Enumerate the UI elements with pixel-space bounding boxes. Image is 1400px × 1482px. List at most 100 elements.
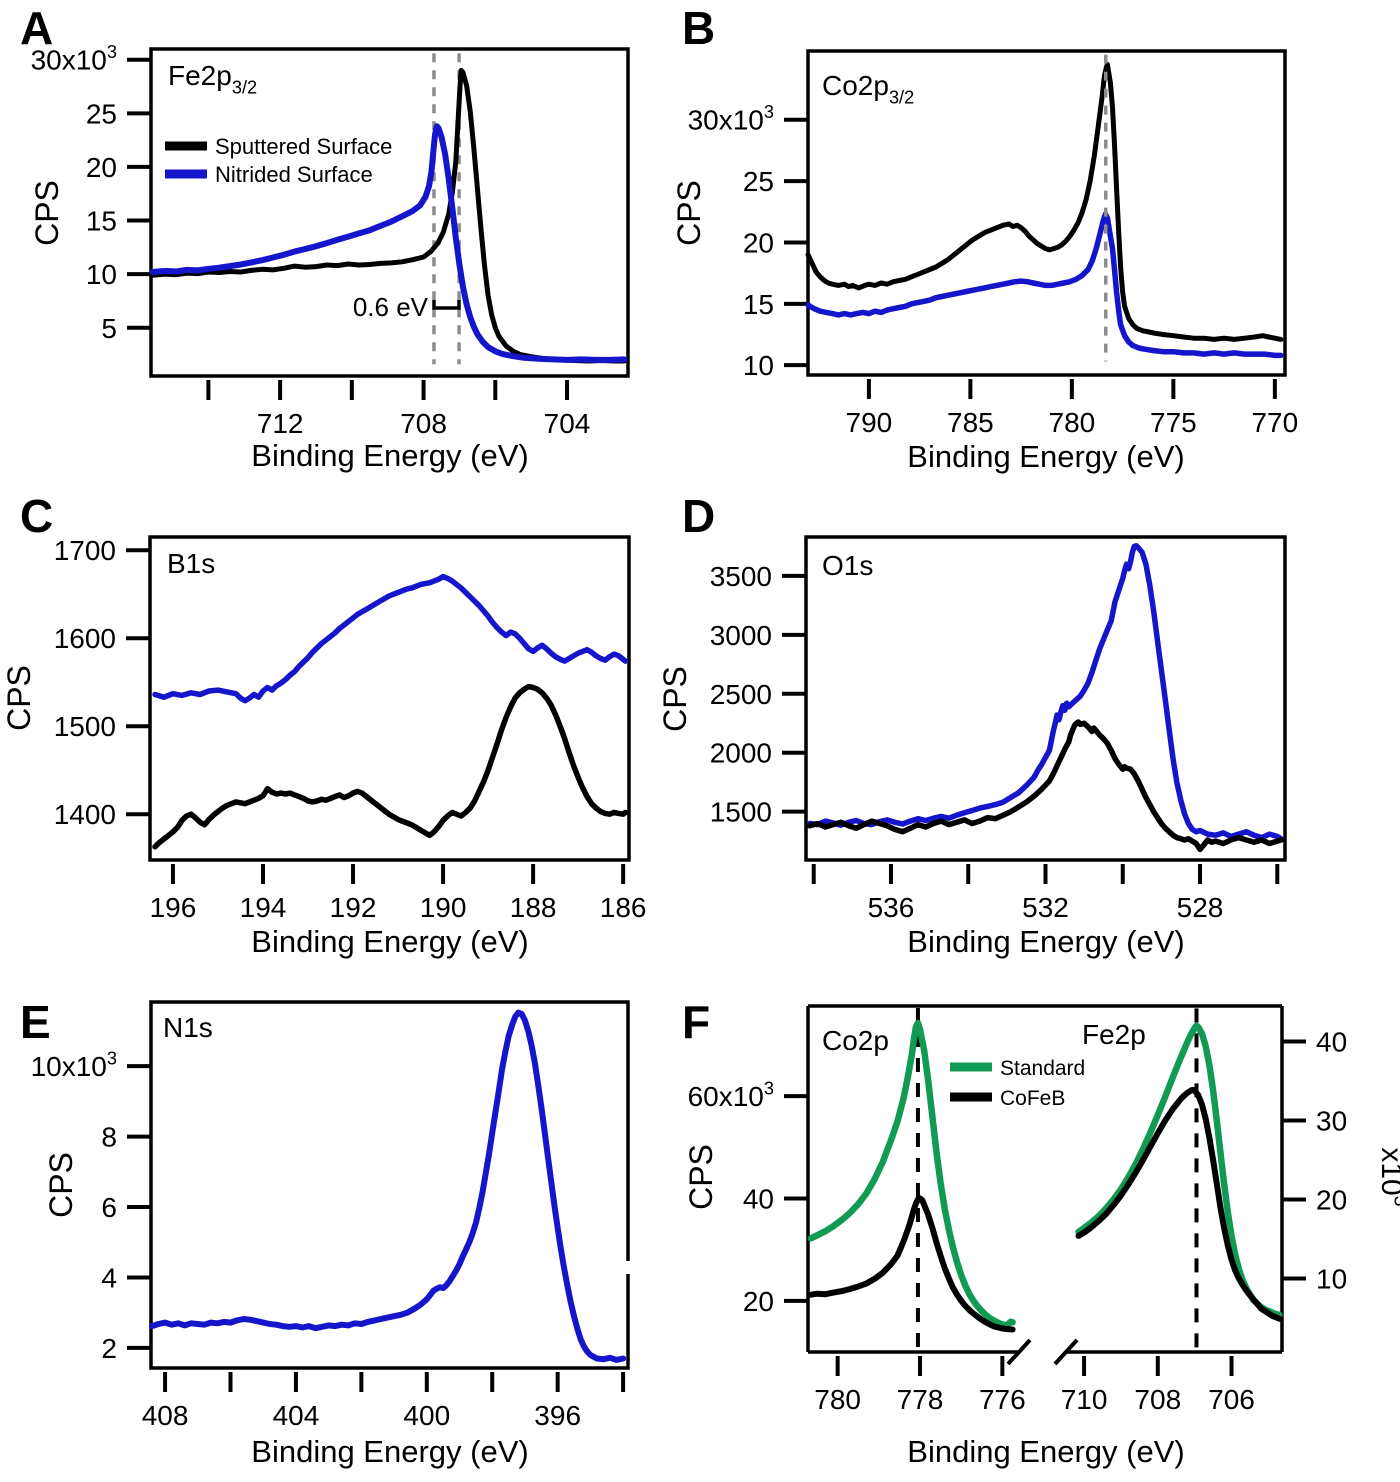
panel-a: 712 708 704 5 10 15 20 25 30x103 Sputtered Surfac…: [20, 2, 630, 473]
y-tick-label: 20: [1316, 1185, 1347, 1216]
x-tick-label: 775: [1150, 407, 1197, 438]
y-tick-label: 40: [743, 1183, 774, 1214]
y-tick-label: 5: [101, 313, 117, 344]
panel-title: Co2p: [822, 1025, 889, 1056]
x-tick-label: 708: [1134, 1384, 1181, 1415]
frame-rect: [149, 1000, 630, 1370]
frame-rect: [806, 49, 1287, 377]
y-tick-label: 1500: [54, 711, 116, 742]
y-tick-label: 1600: [54, 623, 116, 654]
frame-rect: [149, 47, 630, 378]
annotation: 0.6 eV: [353, 292, 429, 322]
x-tick-label: 396: [534, 1400, 581, 1431]
panel-letter-b: B: [682, 2, 715, 54]
y-tick-label: 6: [101, 1192, 117, 1223]
y-tick-label: 3000: [710, 620, 772, 651]
x-tick-label: 704: [544, 408, 591, 439]
x-tick-label: 712: [257, 408, 304, 439]
x-axis-label: Binding Energy (eV): [251, 1434, 528, 1469]
x-tick-label: 780: [1049, 407, 1096, 438]
panel-c: 196 194 192 190 188 186 1400 1500 1600 1700 B1s Bin…: [1, 490, 647, 959]
series-nitrided-surface: [149, 123, 628, 363]
x-tick-label: 192: [330, 892, 377, 923]
frame-rect: [804, 535, 1287, 862]
series-nitrided-surface: [805, 211, 1284, 359]
panel-title: N1s: [163, 1012, 213, 1043]
y-tick-label: 60x103: [688, 1078, 774, 1112]
series-nitrided-surface: [149, 1009, 627, 1363]
y-tick-label: 20: [743, 227, 774, 258]
y-axis-label: CPS: [29, 180, 65, 246]
x-tick-label: 790: [846, 407, 893, 438]
panel-c-frame: [148, 535, 631, 862]
panel-letter-f: F: [682, 996, 710, 1048]
y-tick-label: 15: [743, 289, 774, 320]
y-tick-label: 15: [86, 206, 117, 237]
series-sputtered-surface: [807, 719, 1284, 853]
x-tick-label: 190: [420, 892, 467, 923]
x-tick-label: 770: [1251, 407, 1298, 438]
y-tick-label: 1700: [54, 535, 116, 566]
series-fe2p-standard: [1075, 1022, 1283, 1319]
y-tick-label: 2000: [710, 738, 772, 769]
panel-title: O1s: [822, 550, 873, 581]
panel-title: Fe2p3/2: [168, 60, 257, 97]
annotation-bracket: [432, 300, 461, 310]
x-axis-label: Binding Energy (eV): [251, 924, 528, 959]
panel-title: Co2p3/2: [822, 70, 914, 107]
y-tick-label: 25: [743, 166, 774, 197]
series-nitrided-surface: [152, 573, 629, 704]
y-tick-label: 25: [86, 98, 117, 129]
x-tick-label: 536: [868, 892, 915, 923]
panel-b-frame: [806, 49, 1287, 377]
y-tick-label: 10: [86, 259, 117, 290]
x-axis-label: Binding Energy (eV): [251, 438, 528, 473]
x-tick-label: 706: [1208, 1384, 1255, 1415]
y-tick-label: 10: [743, 350, 774, 381]
x-tick-label: 400: [403, 1400, 450, 1431]
right-axis-label: x103: [1375, 1147, 1400, 1206]
y-tick-label: 2: [101, 1333, 117, 1364]
x-tick-label: 710: [1061, 1384, 1108, 1415]
series-sputtered-surface: [152, 683, 629, 850]
x-tick-label: 780: [814, 1384, 861, 1415]
legend-label: Sputtered Surface: [215, 134, 392, 159]
panel-letter-c: C: [20, 490, 53, 542]
panel-d-frame: [804, 535, 1287, 862]
y-axis-label: CPS: [671, 180, 707, 246]
x-tick-label: 528: [1177, 892, 1224, 923]
y-tick-label: 10x103: [31, 1048, 117, 1082]
panel-d: 536 532 528 1500 2000 2500 3000 3500 O1s Binding …: [657, 490, 1287, 959]
y-tick-label: 30x103: [31, 42, 117, 76]
series-fe2p-cofeb: [1075, 1086, 1283, 1322]
y-tick-label: 30: [1316, 1106, 1347, 1137]
panel-letter-e: E: [20, 996, 51, 1048]
legend: Sputtered Surface Nitrided Surface: [165, 134, 392, 187]
panel-f: 780 778 776 710 708 706 20 40 60x103 10 20 30 40 Stan…: [682, 996, 1400, 1469]
frame-rect: [148, 535, 631, 862]
x-tick-label: 186: [600, 892, 647, 923]
series-sputtered-surface: [150, 67, 627, 364]
series-co2p-standard: [807, 1019, 1016, 1329]
panel-e-frame: [149, 1000, 630, 1370]
panel-a-frame: [149, 47, 630, 378]
x-tick-label: 196: [150, 892, 197, 923]
x-tick-label: 776: [979, 1384, 1026, 1415]
y-tick-label: 2500: [710, 679, 772, 710]
x-axis-label: Binding Energy (eV): [907, 1434, 1184, 1469]
y-tick-label: 1500: [710, 797, 772, 828]
axis-break-slash: [1053, 1338, 1079, 1366]
y-tick-label: 8: [101, 1122, 117, 1153]
y-tick-label: 30x103: [688, 102, 774, 136]
series-co2p-cofeb: [807, 1195, 1016, 1333]
legend: Standard CoFeB: [950, 1057, 1085, 1110]
legend-label: CoFeB: [1000, 1087, 1065, 1110]
panel-b: 790 785 780 775 770 10 15 20 25 30x103 Co2p3/2 Bind…: [671, 2, 1298, 474]
y-tick-label: 20: [86, 152, 117, 183]
x-tick-label: 408: [142, 1400, 189, 1431]
y-tick-label: 4: [101, 1262, 117, 1293]
y-tick-label: 40: [1316, 1027, 1347, 1058]
x-axis-label: Binding Energy (eV): [907, 924, 1184, 959]
axis-break-slash: [1006, 1338, 1032, 1366]
